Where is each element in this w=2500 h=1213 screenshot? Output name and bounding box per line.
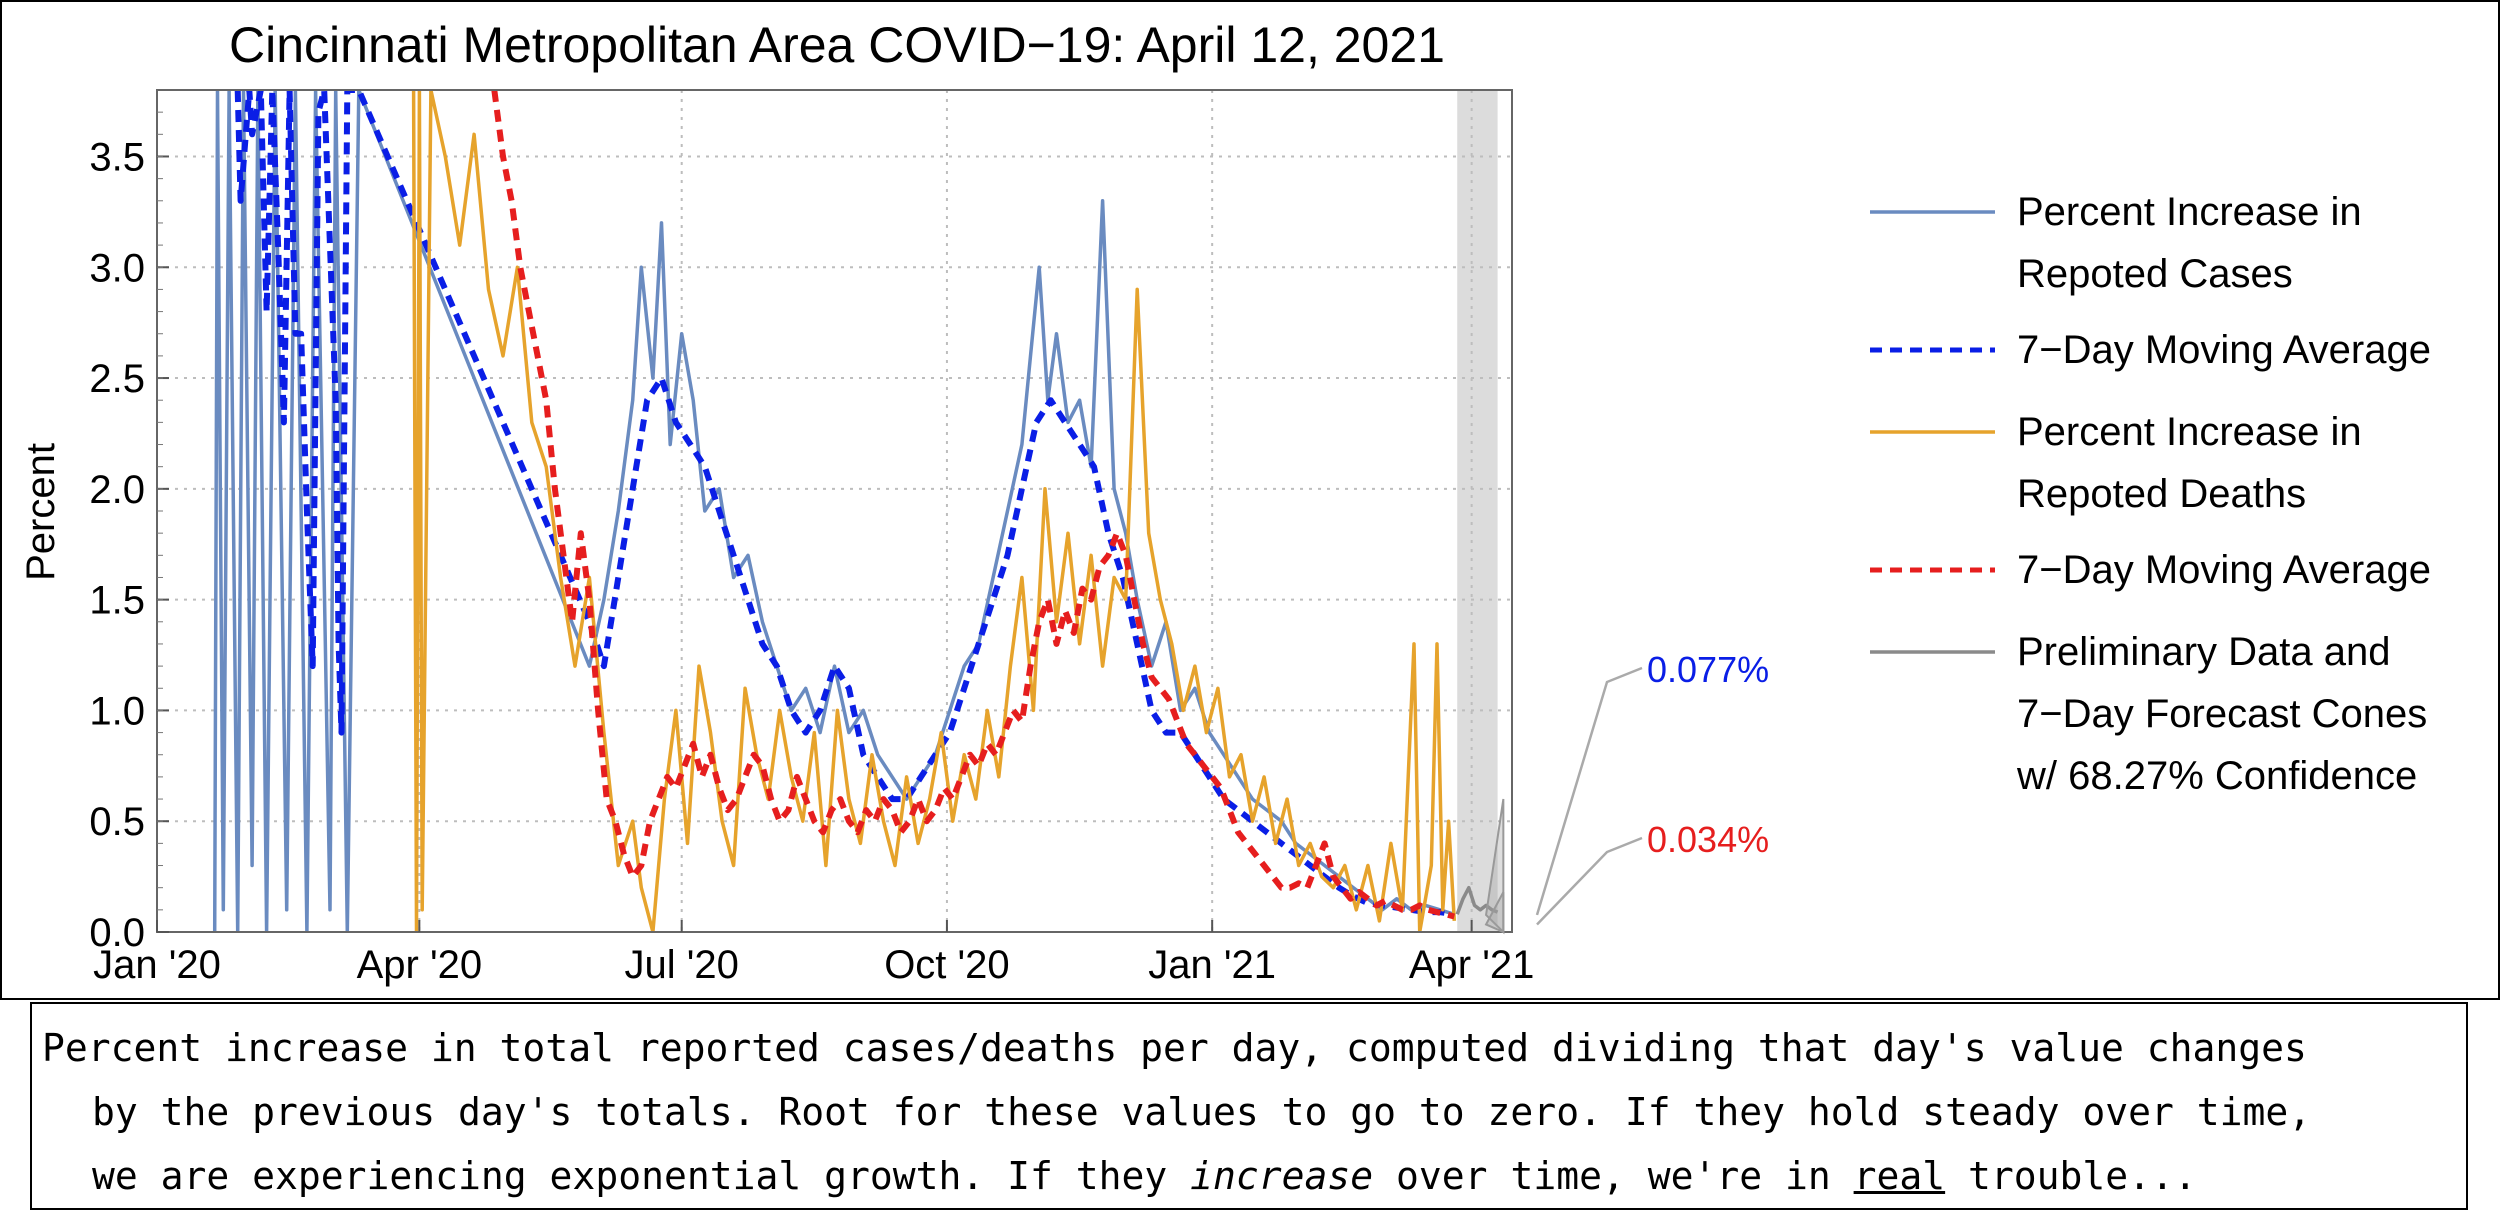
series-line-1 xyxy=(212,90,1455,932)
chart-title-background xyxy=(187,14,1487,76)
series-line-5 xyxy=(1455,885,1499,915)
legend-label-2: 7−Day Moving Average xyxy=(2017,328,2431,372)
annotation-callout-2 xyxy=(1536,836,1643,926)
y-tick-label: 2.0 xyxy=(89,468,145,512)
y-tick-label: 0.0 xyxy=(89,911,145,955)
caption-line-3-part-a: we are experiencing exponential growth. … xyxy=(92,1154,1191,1198)
x-tick-label: Jul '20 xyxy=(625,943,739,987)
chart-panel: Jan '20 Apr '20 Jul '20 Oct '20 Jan '21 Apr '… xyxy=(0,0,2500,1000)
x-tick-label: Oct '20 xyxy=(884,943,1009,987)
annotation-value-1: 0.077% xyxy=(1647,649,1769,690)
chart-title: Cincinnati Metropolitan Area COVID−19: A… xyxy=(229,17,1445,73)
y-tick-label: 2.5 xyxy=(89,357,145,401)
caption-underline-real: real xyxy=(1853,1154,1946,1198)
legend-label-1: Percent Increase in xyxy=(2017,190,2362,234)
x-tick-label: Jan '21 xyxy=(1148,943,1276,987)
y-axis-label: Percent xyxy=(19,443,63,581)
caption-emphasis-increase: increase xyxy=(1190,1154,1374,1198)
caption-line-3: we are experiencing exponential growth. … xyxy=(42,1144,2466,1208)
x-tick-label: Apr '20 xyxy=(357,943,483,987)
chart-caption: Percent increase in total reported cases… xyxy=(30,1002,2468,1210)
y-tick-label: 3.0 xyxy=(89,246,145,290)
preliminary-region xyxy=(1457,90,1498,932)
caption-line-2: by the previous day's totals. Root for t… xyxy=(92,1090,2312,1134)
x-tick-label: Apr '21 xyxy=(1409,943,1535,987)
series-line-3 xyxy=(411,90,1457,932)
caption-line-3-part-c: trouble... xyxy=(1945,1154,2197,1198)
legend-label-4: 7−Day Moving Average xyxy=(2017,548,2431,592)
chart-canvas: Jan '20 Apr '20 Jul '20 Oct '20 Jan '21 Apr '… xyxy=(19,14,2431,987)
series-line-4 xyxy=(491,90,1456,920)
x-tick-label: Jan '20 xyxy=(93,943,221,987)
y-tick-label: 3.5 xyxy=(89,135,145,179)
annotation-value-2: 0.034% xyxy=(1647,819,1769,860)
y-tick-label: 1.0 xyxy=(89,689,145,733)
caption-line-3-part-b: over time, we're in xyxy=(1373,1154,1854,1198)
legend-label-5: 7−Day Forecast Cones xyxy=(2017,692,2427,736)
annotation-callout-1 xyxy=(1535,666,1643,916)
legend-label-3: Repoted Deaths xyxy=(2017,472,2306,516)
y-tick-label: 1.5 xyxy=(89,579,145,623)
forecast-cone-deaths xyxy=(1484,891,1505,934)
y-tick-label: 0.5 xyxy=(89,800,145,844)
legend-label-5: Preliminary Data and xyxy=(2017,630,2391,674)
legend-label-3: Percent Increase in xyxy=(2017,410,2362,454)
legend-label-1: Repoted Cases xyxy=(2017,252,2293,296)
legend-label-5: w/ 68.27% Confidence xyxy=(2016,754,2417,798)
caption-line-1: Percent increase in total reported cases… xyxy=(42,1026,2307,1070)
plot-frame xyxy=(156,89,1513,933)
